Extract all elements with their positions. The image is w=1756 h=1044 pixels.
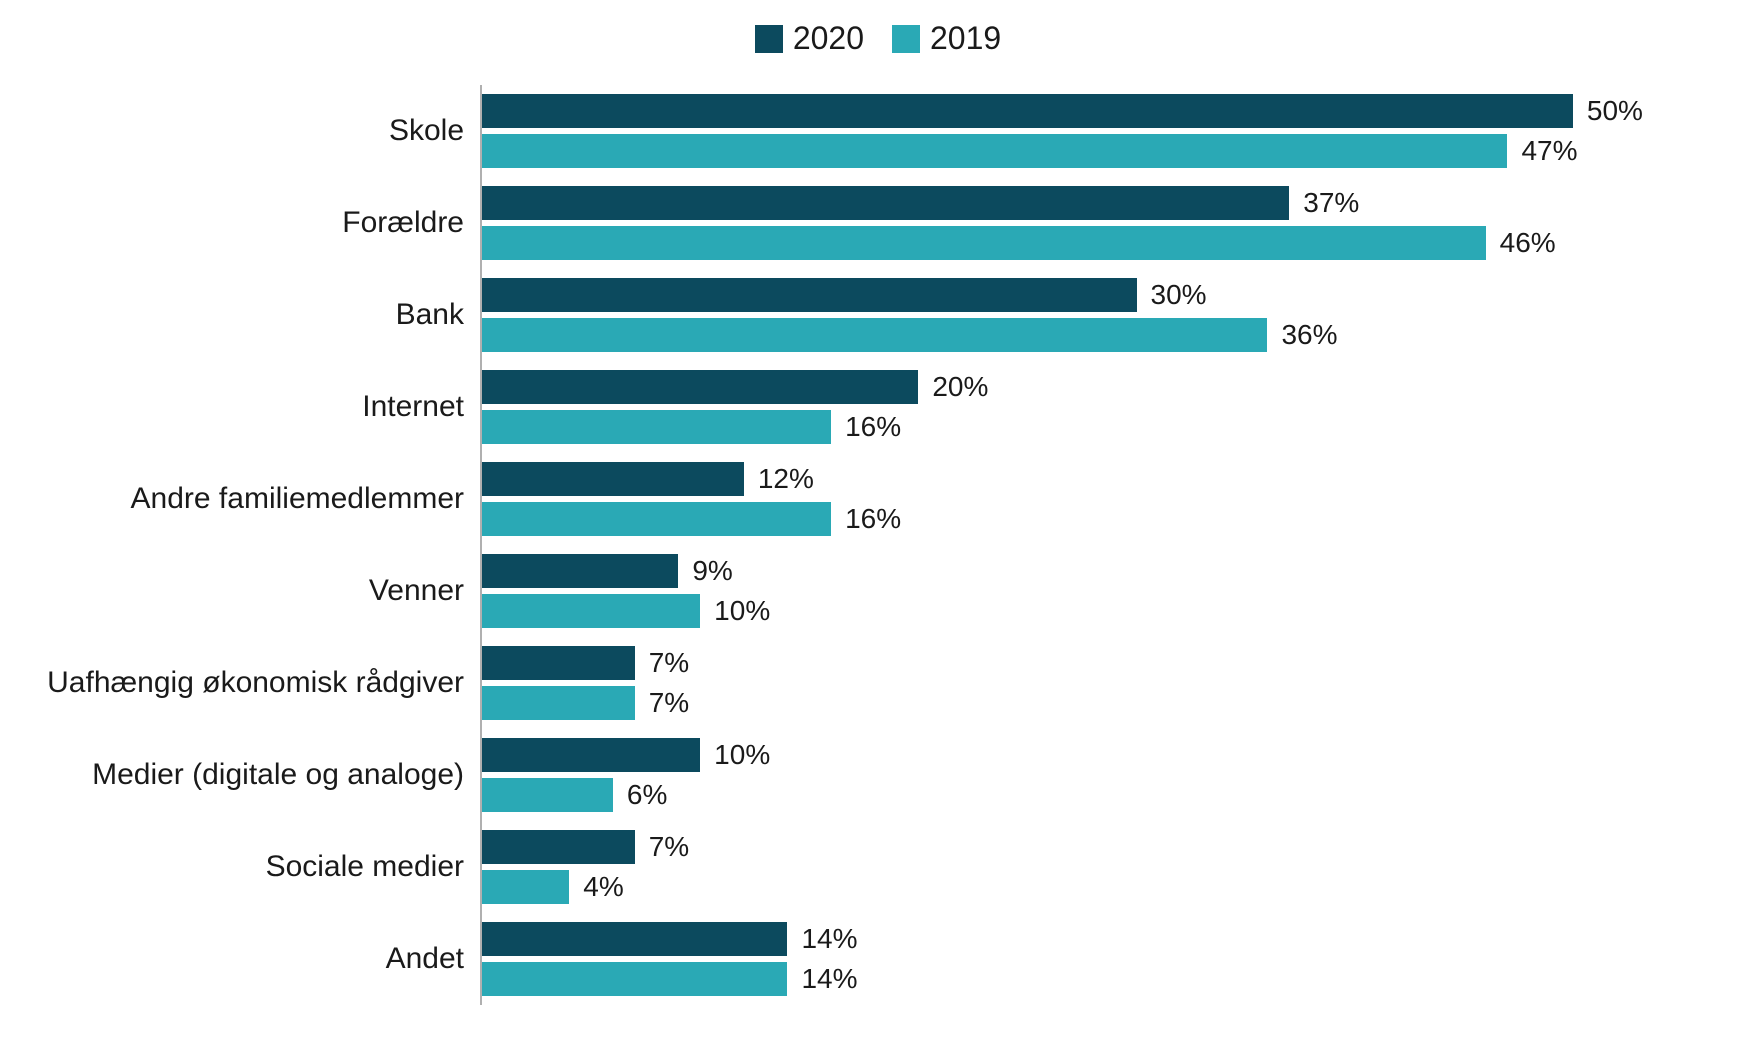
- category-label: Uafhængig økonomisk rådgiver: [47, 637, 464, 729]
- bar-row: 7%: [482, 646, 1696, 680]
- bar-value-label: 12%: [758, 463, 814, 495]
- bar: [482, 830, 635, 864]
- bar-value-label: 7%: [649, 687, 689, 719]
- category-label: Medier (digitale og analoge): [92, 729, 464, 821]
- bar-row: 47%: [482, 134, 1696, 168]
- bar-row: 36%: [482, 318, 1696, 352]
- category-group: 9%10%: [482, 545, 1696, 637]
- bar-value-label: 4%: [583, 871, 623, 903]
- bar: [482, 502, 831, 536]
- bar: [482, 922, 787, 956]
- category-group: 37% 46%: [482, 177, 1696, 269]
- bar: [482, 554, 678, 588]
- bar-value-label: 7%: [649, 647, 689, 679]
- category-group: 7%7%: [482, 637, 1696, 729]
- bar-value-label: 16%: [845, 503, 901, 535]
- bar-row: 16%: [482, 410, 1696, 444]
- bar: [482, 370, 918, 404]
- category-group: 50% 47%: [482, 85, 1696, 177]
- category-group: 14%14%: [482, 913, 1696, 1005]
- legend-swatch-2020: [755, 25, 783, 53]
- category-group: 12% 16%: [482, 453, 1696, 545]
- bar-row: 46%: [482, 226, 1696, 260]
- bar-row: 14%: [482, 962, 1696, 996]
- bar: [482, 686, 635, 720]
- bar: [482, 410, 831, 444]
- bar-value-label: 6%: [627, 779, 667, 811]
- bar-row: 12%: [482, 462, 1696, 496]
- bar-row: 4%: [482, 870, 1696, 904]
- chart-area: SkoleForældreBankInternetAndre familieme…: [60, 85, 1696, 1005]
- bar-row: 7%: [482, 830, 1696, 864]
- bar-value-label: 9%: [692, 555, 732, 587]
- bar: [482, 778, 613, 812]
- bar-row: 10%: [482, 738, 1696, 772]
- bar: [482, 186, 1289, 220]
- bar-value-label: 47%: [1521, 135, 1577, 167]
- bar-row: 9%: [482, 554, 1696, 588]
- bar-value-label: 46%: [1500, 227, 1556, 259]
- chart-legend: 2020 2019: [60, 20, 1696, 57]
- bar-value-label: 20%: [932, 371, 988, 403]
- legend-item-2019: 2019: [892, 20, 1001, 57]
- category-label: Skole: [389, 85, 464, 177]
- bar-value-label: 30%: [1151, 279, 1207, 311]
- category-label: Forældre: [342, 177, 464, 269]
- bar-row: 50%: [482, 94, 1696, 128]
- bar-value-label: 36%: [1281, 319, 1337, 351]
- bar: [482, 134, 1507, 168]
- bar-value-label: 14%: [801, 963, 857, 995]
- legend-label-2020: 2020: [793, 20, 864, 57]
- category-label: Andre familiemedlemmer: [131, 453, 464, 545]
- bar-row: 37%: [482, 186, 1696, 220]
- bar-row: 7%: [482, 686, 1696, 720]
- bar: [482, 870, 569, 904]
- bar-value-label: 14%: [801, 923, 857, 955]
- bar-row: 30%: [482, 278, 1696, 312]
- bar: [482, 962, 787, 996]
- bar-row: 20%: [482, 370, 1696, 404]
- bar-row: 14%: [482, 922, 1696, 956]
- legend-swatch-2019: [892, 25, 920, 53]
- bar-value-label: 7%: [649, 831, 689, 863]
- category-group: 30% 36%: [482, 269, 1696, 361]
- bar: [482, 646, 635, 680]
- bar: [482, 226, 1486, 260]
- category-group: 10% 6%: [482, 729, 1696, 821]
- legend-label-2019: 2019: [930, 20, 1001, 57]
- bar-value-label: 50%: [1587, 95, 1643, 127]
- category-label: Sociale medier: [266, 821, 464, 913]
- bar-row: 6%: [482, 778, 1696, 812]
- bar-value-label: 37%: [1303, 187, 1359, 219]
- bar-value-label: 16%: [845, 411, 901, 443]
- bar-value-label: 10%: [714, 595, 770, 627]
- bar-row: 10%: [482, 594, 1696, 628]
- bar: [482, 278, 1137, 312]
- category-label: Venner: [369, 545, 464, 637]
- category-group: 20% 16%: [482, 361, 1696, 453]
- bar-row: 16%: [482, 502, 1696, 536]
- category-label: Bank: [396, 269, 464, 361]
- category-label: Internet: [362, 361, 464, 453]
- bar: [482, 738, 700, 772]
- bar: [482, 462, 744, 496]
- category-group: 7% 4%: [482, 821, 1696, 913]
- bar: [482, 94, 1573, 128]
- legend-item-2020: 2020: [755, 20, 864, 57]
- bar: [482, 318, 1267, 352]
- bar: [482, 594, 700, 628]
- bars-column: 50%47%37%46%30%36%20%16%12%16%9%10%7%7%1…: [480, 85, 1696, 1005]
- category-label: Andet: [386, 913, 464, 1005]
- category-labels-column: SkoleForældreBankInternetAndre familieme…: [60, 85, 480, 1005]
- bar-value-label: 10%: [714, 739, 770, 771]
